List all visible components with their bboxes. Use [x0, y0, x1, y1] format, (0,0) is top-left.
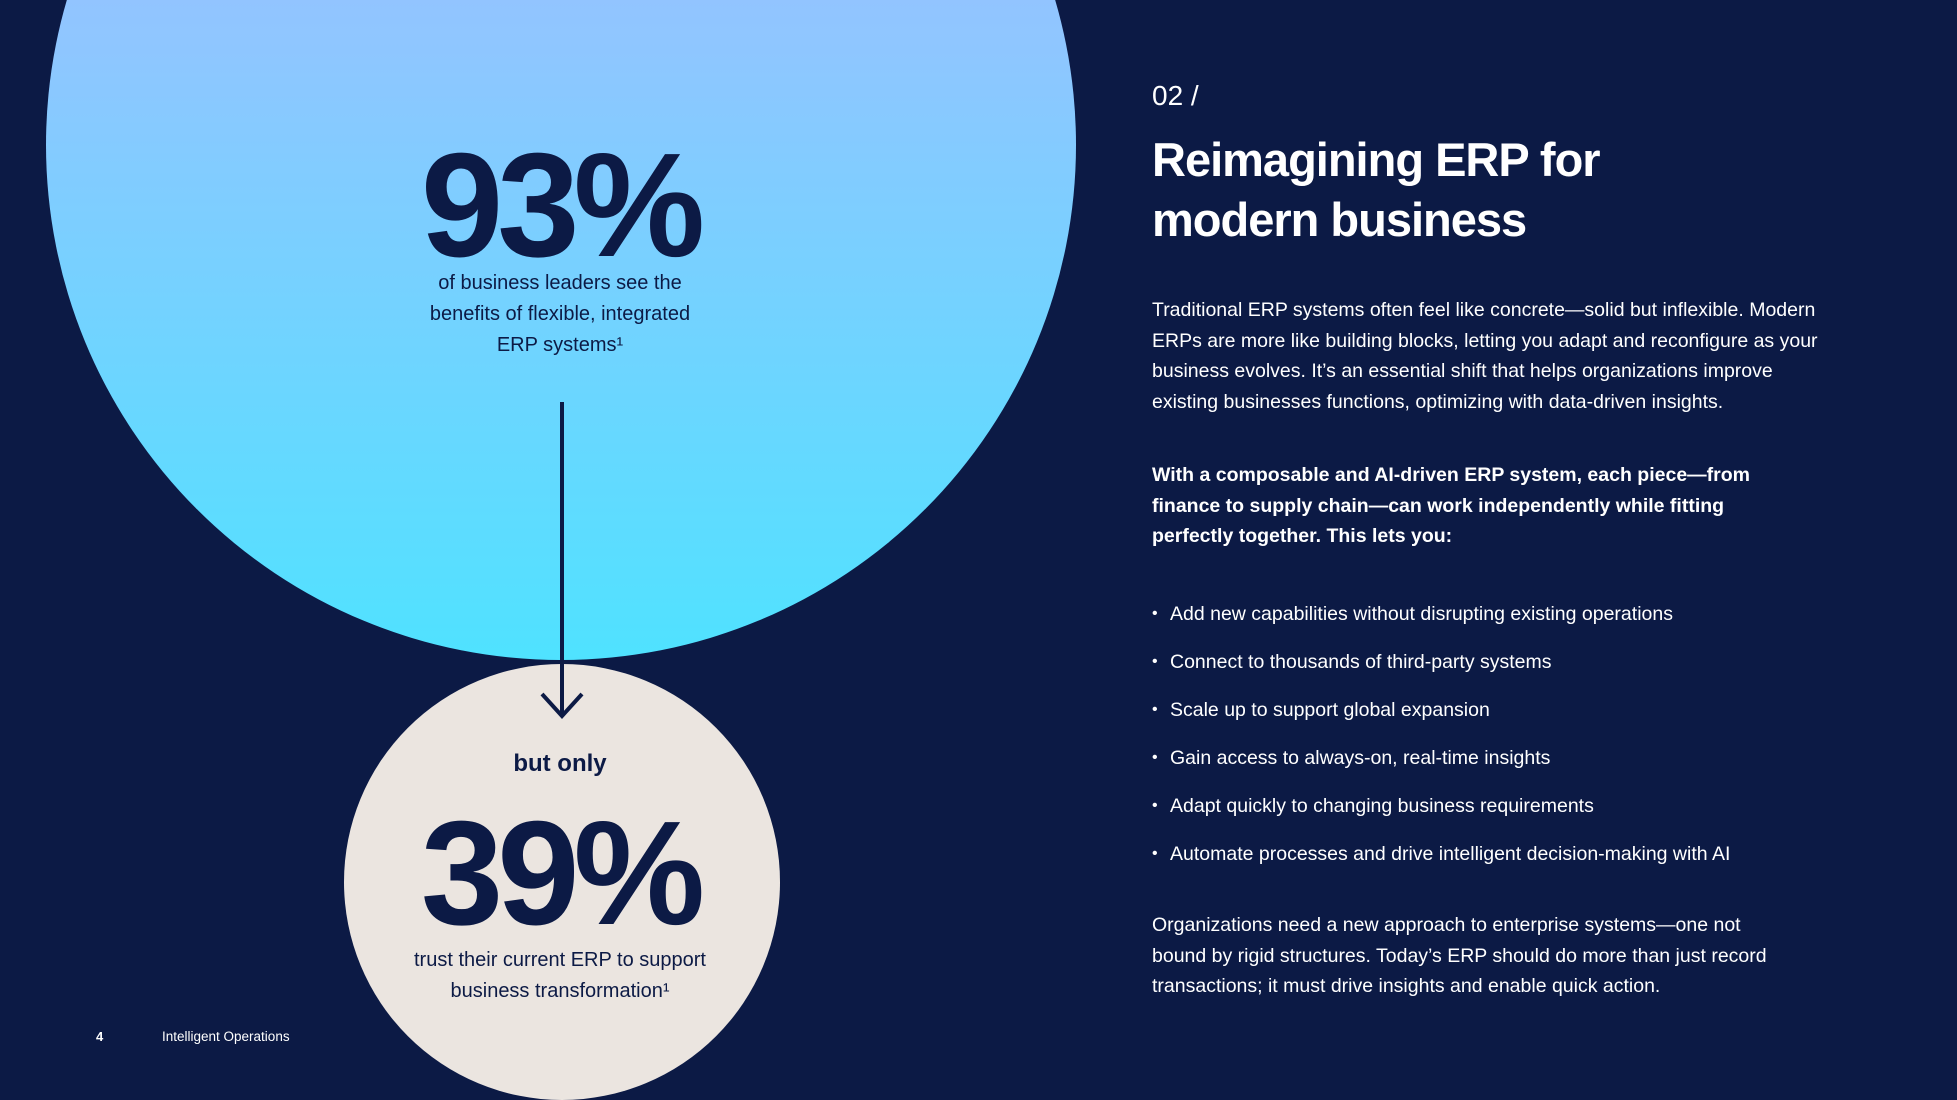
list-item: • Gain access to always-on, real-time ins…: [1152, 740, 1730, 788]
stat-93-value: 93%: [420, 123, 705, 288]
bullet-dot: •: [1152, 653, 1158, 670]
bullet-dot: •: [1152, 605, 1158, 622]
beige-circle: [344, 664, 780, 1100]
footer-title: Intelligent Operations: [162, 1029, 290, 1044]
closing-paragraph: Organizations need a new approach to ent…: [1152, 914, 1767, 997]
connector-text: but only: [513, 750, 607, 777]
bullet-dot: •: [1152, 749, 1158, 766]
list-item-text: Gain access to always-on, real-time insi…: [1170, 747, 1551, 769]
stat-93-desc-line: ERP systems¹: [496, 334, 624, 356]
list-item-text: Scale up to support global expansion: [1170, 699, 1490, 721]
stat-93-description: of business leaders see the benefits of …: [380, 268, 740, 361]
section-number: 02 /: [1152, 80, 1199, 111]
arrow-down-icon: [540, 402, 584, 719]
list-item: • Add new capabilities without disrupting…: [1152, 596, 1730, 644]
bullet-dot: •: [1152, 797, 1158, 814]
bullet-dot: •: [1152, 701, 1158, 718]
title-line: Reimagining ERP for: [1152, 133, 1601, 186]
capabilities-list: • Add new capabilities without disrupting…: [1152, 596, 1730, 884]
list-item: • Scale up to support global expansion: [1152, 692, 1730, 740]
page-title: Reimagining ERP for modern business: [1152, 130, 1752, 250]
stat-39-desc-line: business transformation¹: [450, 980, 670, 1002]
stat-39-value: 39%: [420, 791, 705, 956]
stat-93-desc-line: benefits of flexible, integrated: [429, 303, 691, 325]
lead-paragraph: With a composable and AI-driven ERP syst…: [1152, 464, 1750, 547]
stat-39-description: trust their current ERP to support busin…: [380, 945, 740, 1007]
list-item: • Connect to thousands of third-party sys…: [1152, 644, 1730, 692]
list-item: • Adapt quickly to changing business requ…: [1152, 788, 1730, 836]
page-number: 4: [96, 1029, 104, 1044]
stat-93-desc-line: of business leaders see the: [438, 272, 682, 294]
bullet-dot: •: [1152, 845, 1158, 862]
title-line: modern business: [1152, 193, 1527, 246]
intro-paragraph: Traditional ERP systems often feel like …: [1152, 299, 1818, 413]
list-item-text: Add new capabilities without disrupting …: [1170, 603, 1673, 625]
list-item-text: Automate processes and drive intelligent…: [1170, 843, 1731, 865]
list-item-text: Adapt quickly to changing business requi…: [1170, 795, 1594, 817]
stat-39-desc-line: trust their current ERP to support: [414, 949, 706, 971]
list-item: • Automate processes and drive intelligen…: [1152, 836, 1730, 884]
list-item-text: Connect to thousands of third-party syst…: [1170, 651, 1552, 673]
